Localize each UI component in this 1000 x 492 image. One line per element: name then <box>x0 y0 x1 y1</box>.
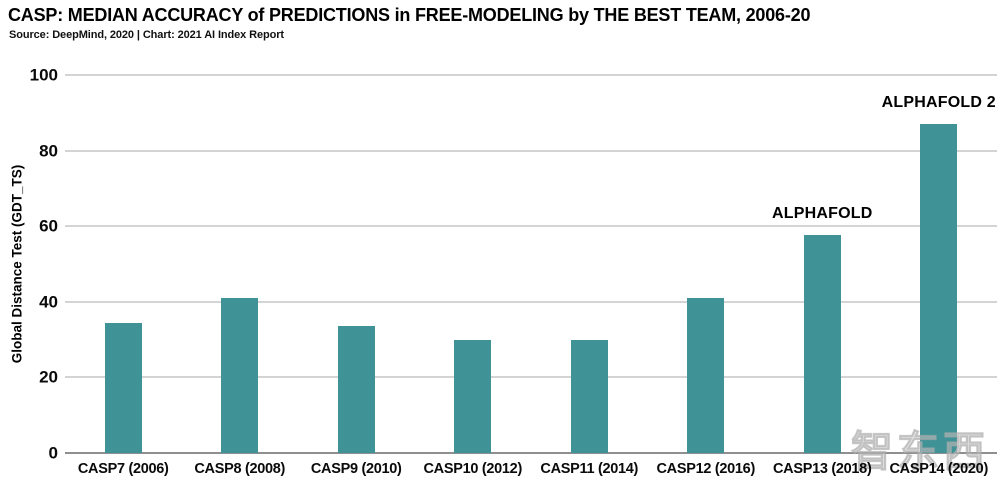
bar-casp10 <box>454 339 492 453</box>
x-tick-label-casp12: CASP12 (2016) <box>656 461 756 477</box>
gridline-y60 <box>65 225 997 228</box>
y-tick-label-100: 100 <box>29 65 58 85</box>
gridline-y40 <box>65 300 997 303</box>
x-tick-label-casp14: CASP14 (2020) <box>889 461 989 477</box>
x-tick-label-casp7: CASP7 (2006) <box>77 461 169 477</box>
bar-casp7 <box>104 323 142 453</box>
bar-casp8 <box>221 298 259 453</box>
gridline-y80 <box>65 149 997 152</box>
x-tick-label-casp13: CASP13 (2018) <box>773 461 872 477</box>
gridline-y100 <box>65 74 997 76</box>
annotation-alphafold: ALPHAFOLD <box>772 204 873 222</box>
y-tick-label-60: 60 <box>39 216 58 236</box>
watermark-zhidongxi: 智东西 <box>850 428 990 476</box>
gridline-y20 <box>65 376 997 379</box>
x-tick-label-casp11: CASP11 (2014) <box>540 461 639 477</box>
y-tick-label-20: 20 <box>39 367 58 387</box>
bar-casp14 <box>920 124 958 453</box>
x-tick-label-casp8: CASP8 (2008) <box>194 461 286 477</box>
bar-casp11 <box>570 339 608 453</box>
y-tick-label-80: 80 <box>39 141 58 161</box>
x-axis-line <box>65 452 997 454</box>
bar-casp12 <box>687 298 725 453</box>
annotation-alphafold-2: ALPHAFOLD 2 <box>881 94 996 112</box>
chart-source-note: Source: DeepMind, 2020 | Chart: 2021 AI … <box>9 29 284 41</box>
x-tick-label-casp9: CASP9 (2010) <box>310 461 402 477</box>
y-tick-label-0: 0 <box>48 443 58 463</box>
y-tick-label-40: 40 <box>39 292 58 312</box>
chart-title: CASP: MEDIAN ACCURACY of PREDICTIONS in … <box>8 5 811 25</box>
bar-casp9 <box>337 325 375 453</box>
bar-casp13 <box>803 234 841 453</box>
x-tick-label-casp10: CASP10 (2012) <box>423 461 523 477</box>
